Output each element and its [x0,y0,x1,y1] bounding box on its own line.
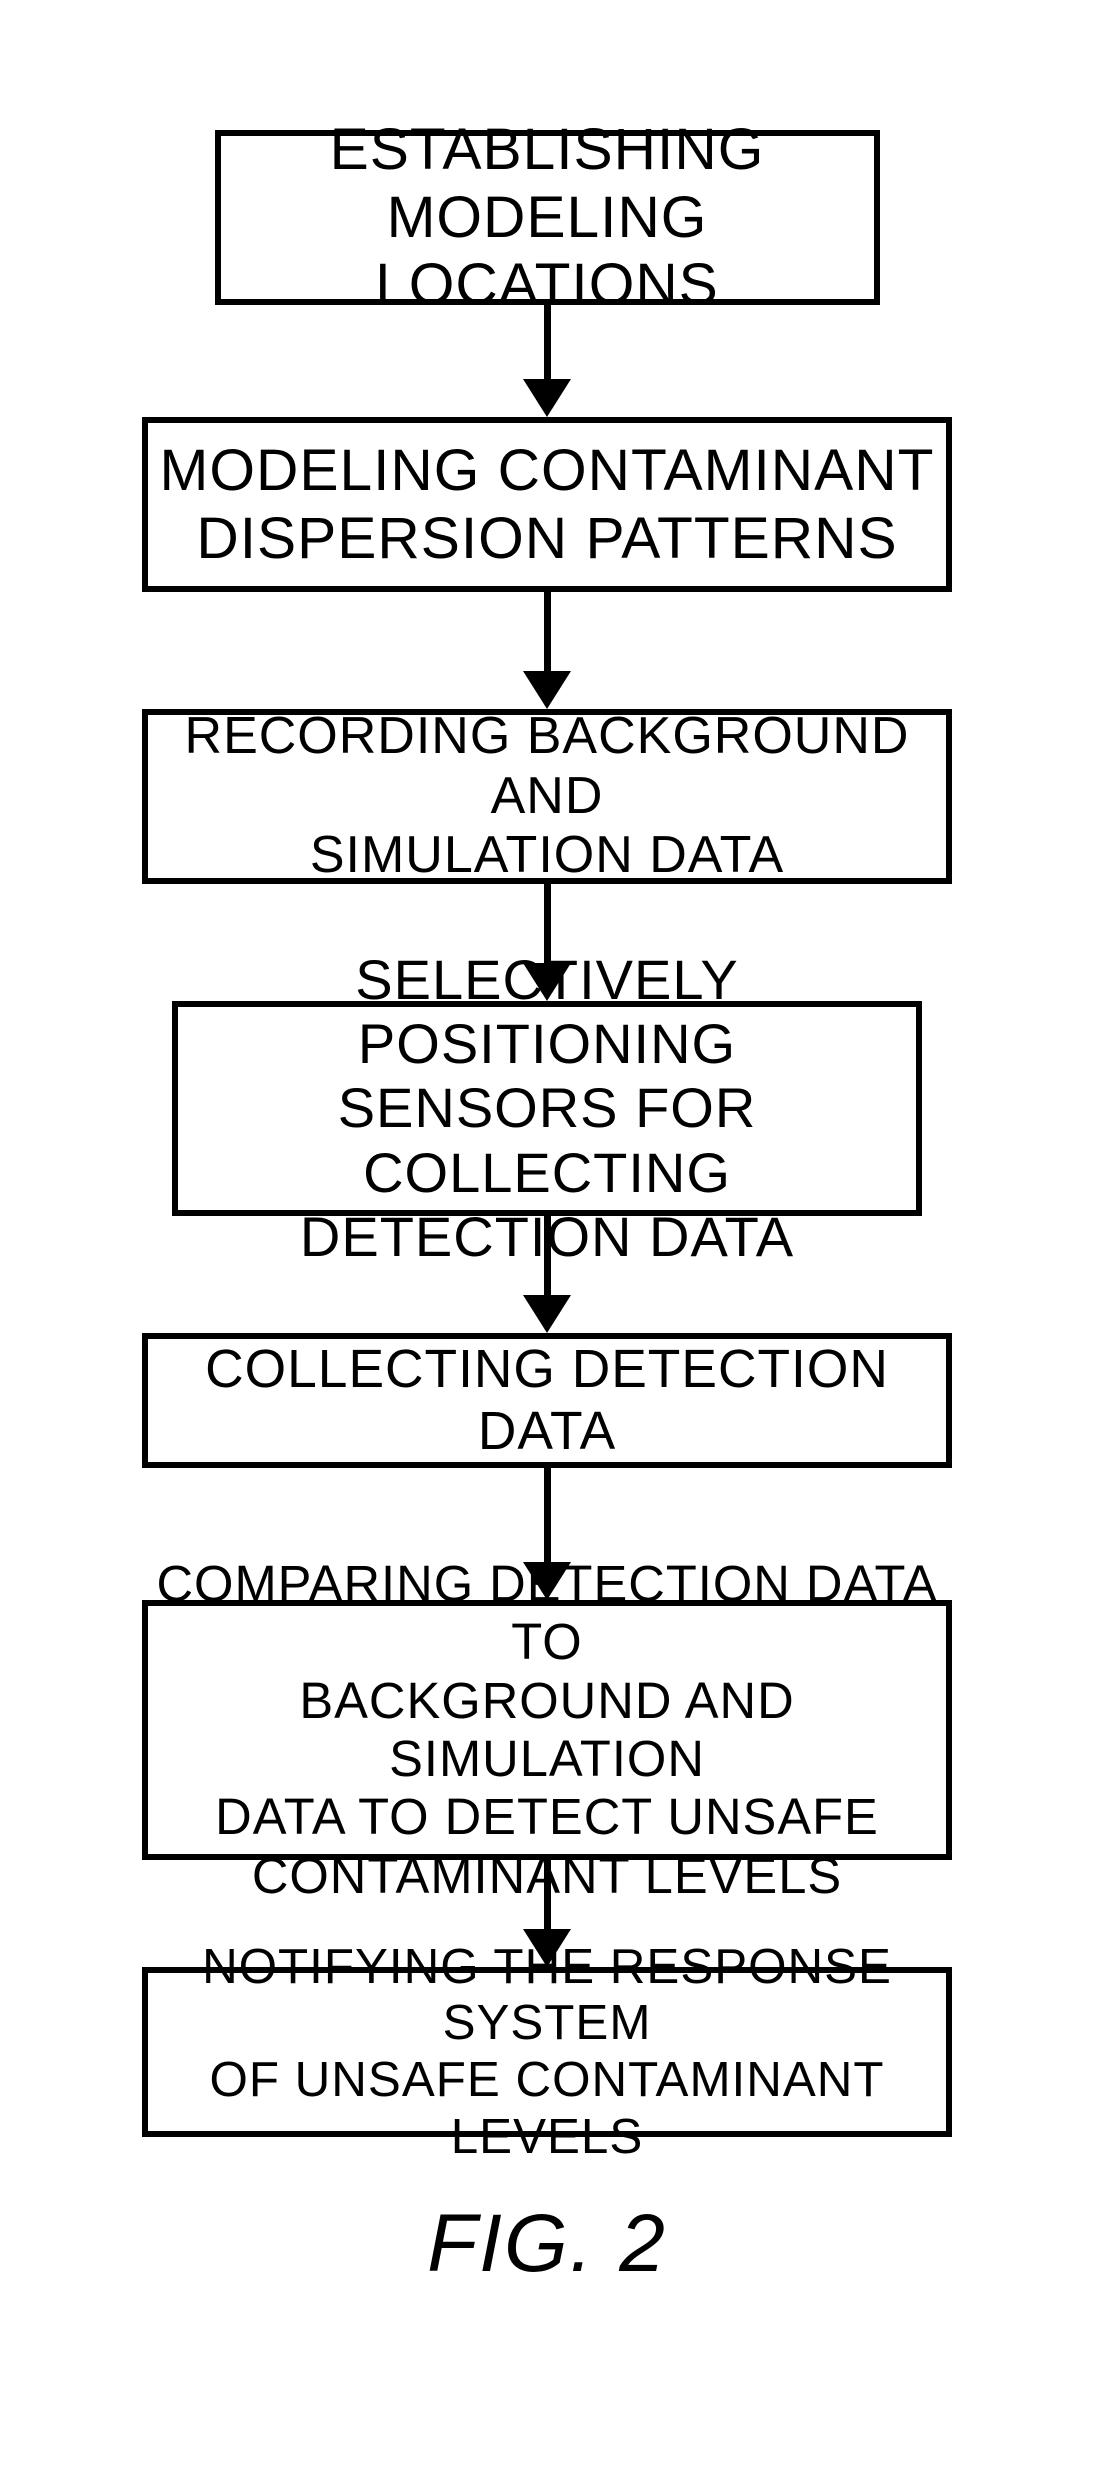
flowchart-arrow [523,1216,571,1333]
flowchart-step-n2: MODELING CONTAMINANTDISPERSION PATTERNS [142,417,952,592]
flowchart-step-n1: ESTABLISHING MODELINGLOCATIONS [215,130,880,305]
flowchart-step-n7: NOTIFYING THE RESPONSE SYSTEMOF UNSAFE C… [142,1967,952,2137]
flowchart-container: ESTABLISHING MODELINGLOCATIONS MODELING C… [142,130,952,2137]
figure-caption: FIG. 2 [427,2197,667,2291]
arrow-head-icon [523,379,571,417]
flowchart-step-n6: COMPARING DETECTION DATA TOBACKGROUND AN… [142,1600,952,1860]
flowchart-step-label: ESTABLISHING MODELINGLOCATIONS [221,116,874,318]
arrow-shaft [544,305,551,380]
arrow-shaft [544,1860,551,1930]
flowchart-step-label: COLLECTING DETECTION DATA [148,1339,946,1462]
arrow-shaft [544,592,551,672]
arrow-shaft [544,1468,551,1563]
flowchart-step-label: NOTIFYING THE RESPONSE SYSTEMOF UNSAFE C… [148,1939,946,2166]
flowchart-step-label: RECORDING BACKGROUND ANDSIMULATION DATA [148,707,946,886]
flowchart-arrow [523,592,571,709]
arrow-shaft [544,1216,551,1296]
flowchart-step-label: MODELING CONTAMINANTDISPERSION PATTERNS [160,437,935,572]
flowchart-step-n4: SELECTIVELY POSITIONINGSENSORS FOR COLLE… [172,1001,922,1216]
arrow-head-icon [523,1295,571,1333]
arrow-head-icon [523,671,571,709]
flowchart-step-label: COMPARING DETECTION DATA TOBACKGROUND AN… [148,1555,946,1905]
flowchart-step-n5: COLLECTING DETECTION DATA [142,1333,952,1468]
flowchart-arrow [523,305,571,417]
flowchart-step-n3: RECORDING BACKGROUND ANDSIMULATION DATA [142,709,952,884]
